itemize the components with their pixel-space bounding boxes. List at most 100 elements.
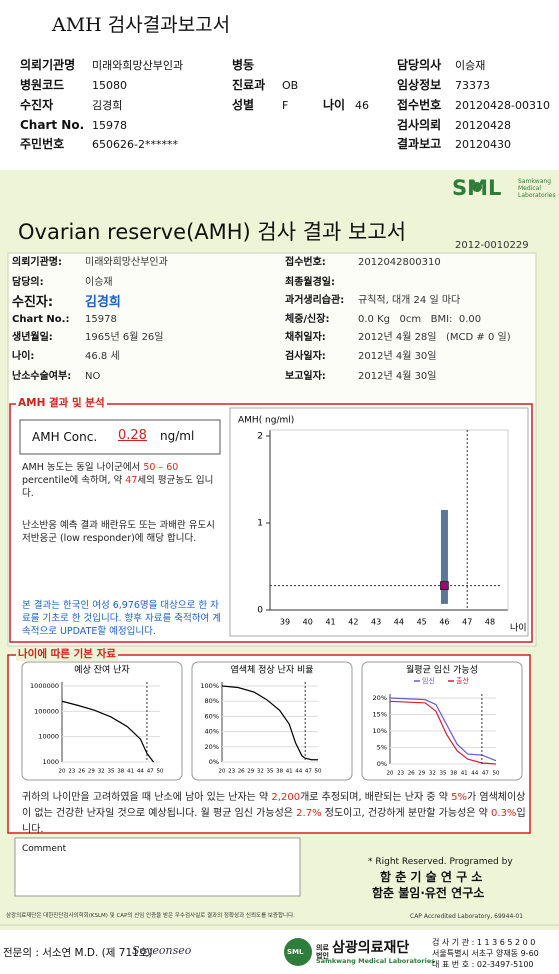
x-tick-label: 47 [305, 769, 312, 775]
field-label: 담당의사 [397, 58, 442, 72]
x-tick-label: 47 [462, 618, 472, 627]
x-tick-label: 20 [219, 769, 226, 775]
y-tick-label: 20% [205, 743, 219, 751]
info-label: 과거생리습관: [285, 295, 345, 306]
series-line [221, 685, 318, 761]
summary-text: 귀하의 나이만을 고려하였을 때 난소에 남아 있는 난자는 약 2,200개로… [22, 790, 527, 838]
field-label: 접수번호 [397, 98, 442, 112]
credit-line: 함 춘 기 술 연 구 소 [380, 870, 483, 884]
x-tick-label: 20 [387, 771, 394, 777]
field-value: 20120428 [455, 119, 511, 132]
footer-logo: SML [287, 948, 304, 956]
info-value: 2012042800310 [358, 257, 441, 268]
chart-title: 월평균 임신 가능성 [406, 664, 478, 676]
comment-label: Comment [22, 844, 67, 854]
axis-title: 나이 [510, 623, 527, 634]
x-tick-label: 35 [108, 769, 115, 775]
point [440, 581, 449, 590]
field-value: 미래와희망산부인과 [92, 59, 184, 72]
info-label: 채취일자: [285, 332, 326, 343]
info-label: 검사일자: [285, 351, 326, 362]
contact-line: 대 표 번 호 : 02-3497-5100 [432, 960, 534, 969]
series-line [61, 700, 154, 763]
legend-label: 임신 [422, 676, 435, 685]
x-tick-label: 29 [88, 769, 95, 775]
x-tick-label: 32 [429, 771, 436, 777]
chart-title: 예상 잔여 난자 [74, 664, 130, 676]
report-heading: AMH 검사결과보고서 [52, 14, 231, 36]
text-segment: 2,200 [271, 792, 301, 803]
text-segment: 정도이고, 건강하게 분만할 가능성은 약 [321, 808, 492, 819]
certification: 삼광의료재단은 대한진단검사의학회(KSLM) 및 CAP의 신임 인증을 받은… [6, 913, 295, 919]
text-segment: 47 [125, 474, 138, 486]
field-label: Chart No. [20, 118, 85, 132]
x-tick-label: 41 [461, 771, 468, 777]
y-tick-label: 0% [377, 760, 387, 768]
field-label: 주민번호 [20, 137, 65, 151]
text-segment: percentile에 속하며, 약 [22, 474, 126, 486]
x-tick-label: 41 [325, 618, 335, 627]
x-tick-label: 48 [485, 618, 495, 627]
info-value: NO [85, 371, 101, 382]
y-tick-label: 40% [205, 728, 219, 736]
field-value: OB [282, 79, 299, 92]
info-label: Chart No.: [12, 314, 70, 325]
field-value: 15978 [92, 119, 127, 132]
text-segment: 입니다. [22, 808, 526, 835]
info-value: 이승재 [85, 277, 113, 288]
x-tick-label: 32 [98, 769, 105, 775]
range-bar [440, 509, 448, 604]
logo-sub: Samkwang [518, 178, 551, 185]
amh-value: 0.28 [118, 428, 147, 443]
x-tick-label: 26 [78, 769, 85, 775]
info-label: 담당의: [12, 277, 44, 288]
contact-line: 서울특별시 서초구 양재동 9-60 [432, 949, 539, 958]
info-value: 김경희 [85, 295, 121, 310]
x-tick-label: 44 [471, 771, 478, 777]
field-label: 임상정보 [397, 78, 442, 92]
info-value: 0.0 Kg 0cm BMI: 0.00 [358, 314, 482, 325]
info-label: 체중/신장: [285, 314, 330, 325]
field-value: 73373 [455, 79, 490, 92]
x-tick-label: 23 [228, 769, 235, 775]
field-value: 이승재 [455, 59, 486, 72]
info-value: 2012년 4월 30일 [358, 371, 437, 382]
info-label: 나이: [12, 351, 35, 362]
text-segment: 개로 추정되며, 배란되는 난자 중 약 [300, 792, 452, 803]
text-segment: 0.3% [491, 808, 517, 819]
field-label: 성별 [232, 98, 255, 112]
x-tick-label: 26 [408, 771, 415, 777]
y-tick-label: 20% [373, 694, 387, 702]
field-label: 병동 [232, 58, 255, 72]
org-en: Samkwang Medical Laboratories [316, 957, 436, 965]
x-tick-label: 42 [348, 618, 358, 627]
y-tick-label: 100% [200, 682, 219, 690]
x-tick-label: 45 [417, 618, 427, 627]
y-tick-label: 1000 [42, 758, 59, 766]
x-tick-label: 50 [493, 771, 500, 777]
field-value: 20120428-00310 [455, 99, 550, 112]
field-value: 650626-2****** [92, 138, 178, 151]
y-tick-label: 1000000 [30, 682, 59, 690]
x-tick-label: 43 [371, 618, 381, 627]
text-segment: 5% [451, 792, 467, 803]
x-tick-label: 46 [439, 618, 449, 627]
x-tick-label: 29 [418, 771, 425, 777]
axis-title: AMH( ng/ml) [238, 416, 294, 426]
info-value: 규칙적, 대개 24 일 마다 [358, 295, 461, 306]
x-tick-label: 29 [247, 769, 254, 775]
x-tick-label: 50 [315, 769, 322, 775]
x-tick-label: 38 [276, 769, 283, 775]
cap-note: CAP Accredited Laboratory, 69944-01 [410, 913, 524, 920]
info-value: 1965년 6월 26일 [85, 332, 164, 343]
field-label: 수진자 [20, 98, 54, 112]
text-segment: 50 – 60 [143, 462, 179, 473]
y-tick-label: 10% [373, 727, 387, 735]
text-segment: 가 염색체이상이 없는 건강한 난자일 것으로 예상됩니다. 월 평균 임신 가… [22, 792, 526, 819]
x-tick-label: 44 [295, 769, 302, 775]
y-tick-label: 2 [257, 432, 263, 442]
field-value: 15080 [92, 79, 127, 92]
comment-box [14, 837, 301, 897]
report-title: Ovarian reserve(AMH) 검사 결과 보고서 [18, 220, 407, 244]
